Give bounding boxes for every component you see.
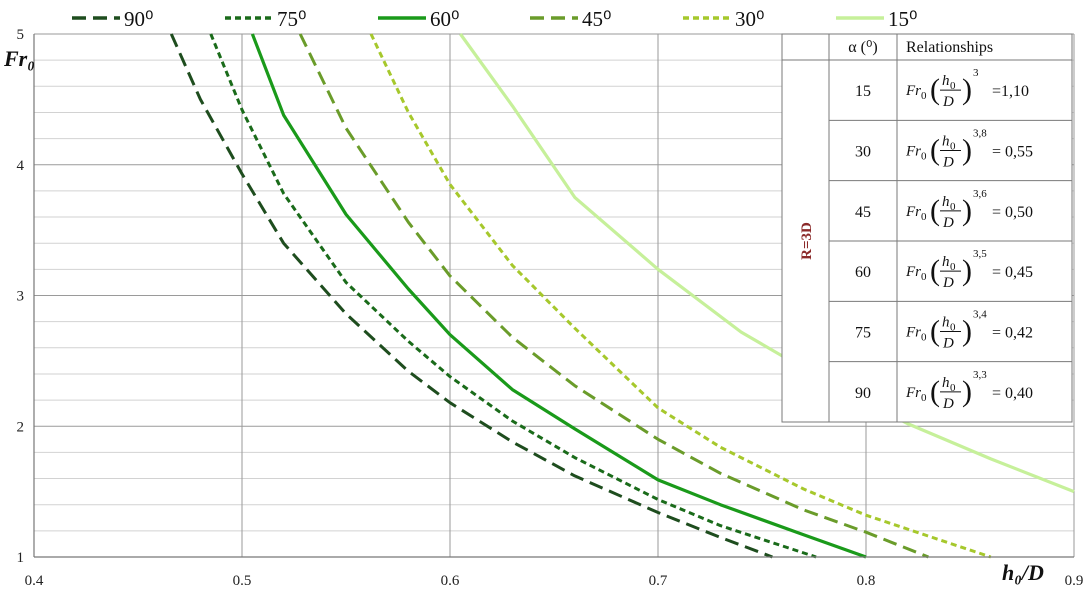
legend-label: 60⁰ [430,7,459,31]
formula-value: =1,10 [992,83,1029,100]
formula-d: D [942,155,954,171]
formula-value: = 0,40 [992,385,1033,402]
table-header-alpha: α (⁰) [848,39,877,56]
table-alpha-cell: 30 [855,144,871,161]
formula-h-subscript: 0 [950,141,956,153]
formula-paren-left: ( [930,315,940,348]
legend-background [40,2,920,30]
formula-fr: Fr [905,385,921,401]
x-axis-title: h₀/D [1002,560,1044,585]
legend-label: 90⁰ [124,7,153,31]
legend: 90⁰ 75⁰ 60⁰ 45⁰ 30⁰ 15⁰ [40,2,920,31]
table-alpha-cell: 60 [855,264,871,281]
y-axis-title: Fr₀ [3,46,35,71]
formula-paren-left: ( [930,73,940,106]
formula-paren-right: ) [962,315,972,348]
y-tick-label: 3 [17,289,25,305]
formula-h: h [942,315,950,331]
formula-value: = 0,50 [992,204,1033,221]
formula-exponent: 3 [973,67,979,79]
formula-fr-subscript: 0 [921,332,927,344]
formula-paren-left: ( [930,375,940,408]
formula-h: h [942,73,950,89]
formula-value: = 0,45 [992,264,1033,281]
y-tick-label: 4 [17,158,25,174]
formula-h-subscript: 0 [950,201,956,213]
formula-fr-subscript: 0 [921,271,927,283]
x-tick-label: 0.9 [1065,573,1084,589]
formula-h: h [942,254,950,270]
formula-d: D [942,336,954,352]
series-line [250,33,867,559]
formula-h: h [942,375,950,391]
x-tick-label: 0.7 [649,573,668,589]
formula-exponent: 3,5 [973,248,987,260]
formula-h-subscript: 0 [950,322,956,334]
series-line [209,33,817,559]
x-tick-label: 0.8 [857,573,876,589]
formula-d: D [942,215,954,231]
table-header-relationships: Relationships [906,39,993,56]
table-alpha-cell: 75 [855,325,871,342]
formula-fr-subscript: 0 [921,90,927,102]
x-tick-label: 0.4 [25,573,44,589]
formula-paren-right: ) [962,73,972,106]
legend-label: 15⁰ [888,7,917,31]
formula-exponent: 3,4 [973,309,987,321]
formula-h: h [942,194,950,210]
formula-fr-subscript: 0 [921,211,927,223]
table-alpha-cell: 45 [855,204,871,221]
formula-fr: Fr [905,144,921,160]
formula-paren-left: ( [930,254,940,287]
formula-exponent: 3,6 [973,188,987,200]
formula-fr: Fr [905,83,921,99]
formula-d: D [942,396,954,412]
table-group-label: R=3D [799,222,815,260]
table-alpha-cell: 90 [855,385,871,402]
formula-h-subscript: 0 [950,80,956,92]
formula-fr: Fr [905,204,921,220]
x-tick-label: 0.5 [233,573,252,589]
formula-exponent: 3,3 [973,369,987,381]
series-line [169,33,773,559]
legend-label: 75⁰ [277,7,306,31]
series-layer [169,33,1075,559]
y-tick-label: 2 [17,419,25,435]
formula-h: h [942,134,950,150]
legend-label: 45⁰ [582,7,611,31]
formula-paren-right: ) [962,375,972,408]
series-line [298,33,929,559]
formula-h-subscript: 0 [950,382,956,394]
formula-fr: Fr [905,264,921,280]
formula-value: = 0,55 [992,144,1033,161]
formula-exponent: 3,8 [973,128,987,140]
formula-paren-right: ) [962,134,972,167]
formula-value: = 0,42 [992,325,1033,342]
y-tick-label: 1 [17,550,25,566]
table-frame [781,33,1073,423]
formula-d: D [942,94,954,110]
formula-fr: Fr [905,325,921,341]
formula-paren-right: ) [962,254,972,287]
series-line [369,33,992,559]
table-alpha-cell: 15 [855,83,871,100]
legend-label: 30⁰ [735,7,764,31]
series-line [459,33,1075,494]
formula-fr-subscript: 0 [921,392,927,404]
formula-paren-right: ) [962,194,972,227]
formula-h-subscript: 0 [950,261,956,273]
formula-fr-subscript: 0 [921,151,927,163]
formula-paren-left: ( [930,134,940,167]
formula-d: D [942,275,954,291]
x-tick-label: 0.6 [441,573,460,589]
formula-paren-left: ( [930,194,940,227]
y-tick-label: 5 [17,27,25,43]
